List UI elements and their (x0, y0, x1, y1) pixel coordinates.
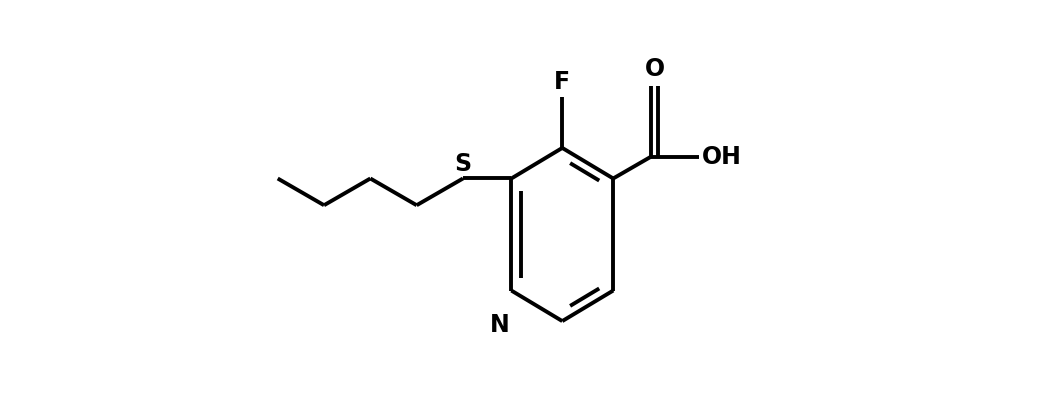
Text: O: O (645, 57, 664, 81)
Text: F: F (554, 71, 570, 95)
Text: N: N (490, 313, 510, 337)
Text: S: S (455, 152, 471, 176)
Text: OH: OH (702, 145, 741, 169)
